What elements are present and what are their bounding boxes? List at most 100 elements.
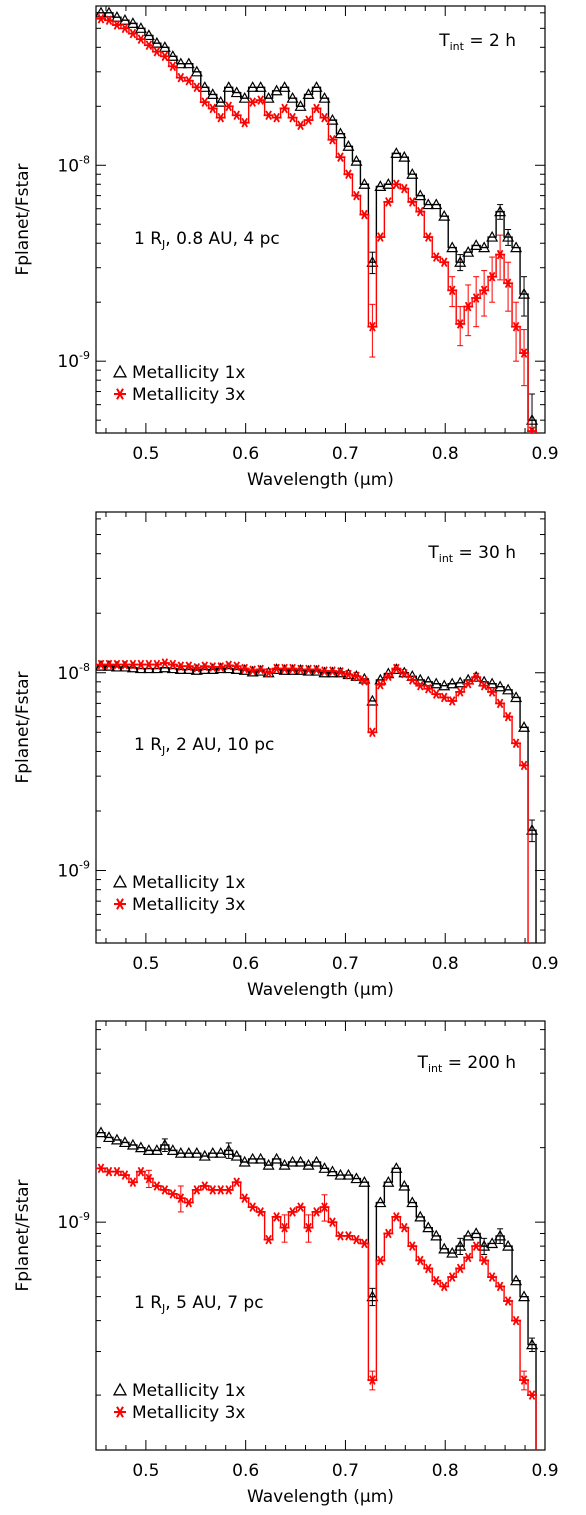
series-metallicity-3x	[96, 658, 530, 943]
data-point	[510, 1274, 523, 1286]
data-point	[183, 1197, 194, 1208]
data-point	[454, 255, 467, 267]
x-tick-label: 0.9	[531, 954, 558, 974]
y-axis-title: Fplanet/Fstar	[13, 1179, 33, 1291]
data-point	[375, 232, 386, 242]
data-point	[462, 245, 475, 257]
data-point	[310, 81, 323, 92]
data-point	[423, 232, 434, 242]
data-point	[191, 82, 202, 93]
data-point	[431, 689, 442, 699]
data-point	[166, 1144, 179, 1155]
data-point	[358, 1175, 371, 1187]
data-point	[367, 727, 378, 738]
data-point	[431, 1275, 442, 1286]
data-point	[302, 664, 315, 676]
data-point	[503, 711, 514, 722]
data-point	[302, 1158, 315, 1170]
data-point	[438, 209, 451, 221]
data-point	[366, 1290, 379, 1302]
data-layer	[96, 6, 539, 433]
data-point	[335, 667, 346, 677]
data-point	[158, 1138, 171, 1150]
data-point	[351, 190, 362, 201]
data-point	[190, 663, 203, 675]
legend-label: Metallicity 3x	[132, 895, 245, 915]
data-point	[382, 1175, 395, 1187]
legend-label: Metallicity 1x	[132, 363, 245, 383]
data-point	[119, 23, 130, 34]
x-tick-label: 0.7	[332, 1461, 359, 1481]
legend-label: Metallicity 3x	[132, 385, 245, 405]
series-metallicity-3x	[96, 1163, 538, 1450]
data-point	[263, 667, 274, 678]
data-point	[246, 1152, 259, 1164]
data-point	[495, 249, 506, 260]
data-point	[111, 20, 122, 30]
integration-time-label: Tint = 200 h	[417, 1053, 516, 1075]
data-point	[223, 101, 234, 112]
plot-frame	[95, 1020, 546, 1451]
data-point	[102, 1131, 115, 1143]
data-point	[191, 1185, 202, 1195]
data-point	[215, 662, 226, 672]
data-point	[439, 1281, 450, 1292]
data-point	[174, 57, 187, 69]
y-tick-label: 10-8	[57, 661, 90, 684]
data-point	[407, 675, 418, 685]
plot-frame	[95, 511, 546, 944]
data-point	[287, 112, 298, 123]
data-point	[399, 1222, 410, 1233]
x-axis-title: Wavelength (μm)	[247, 470, 394, 490]
panel-middle: 0.5 0.6 0.7 0.8 0.9 10-9 10-8 Wavelength (μm) Fp…	[13, 511, 559, 1000]
x-tick-label: 0.8	[432, 1461, 459, 1481]
y-axis-title: Fplanet/Fstar	[13, 671, 33, 783]
data-point	[110, 10, 123, 22]
data-point	[214, 1146, 227, 1158]
data-point	[222, 81, 235, 92]
data-point	[487, 1272, 498, 1282]
data-point	[199, 97, 210, 107]
data-point	[351, 1234, 362, 1245]
data-point	[174, 1146, 187, 1158]
data-point	[214, 662, 227, 674]
data-point	[190, 1146, 203, 1158]
data-point	[254, 664, 267, 676]
data-point	[167, 1189, 178, 1199]
data-point	[166, 50, 179, 61]
data-point	[175, 1193, 186, 1203]
data-point	[414, 1210, 427, 1222]
data-point	[255, 95, 266, 105]
panel-bottom: 0.5 0.6 0.7 0.8 0.9 10-9 Wavelength (μm) Fplane…	[13, 1020, 559, 1507]
data-point	[231, 1177, 242, 1188]
data-point	[311, 103, 322, 114]
data-point	[150, 36, 163, 48]
data-point	[366, 255, 379, 267]
data-point	[351, 671, 362, 682]
data-point	[183, 661, 194, 671]
data-point	[182, 57, 195, 69]
data-point	[455, 1263, 466, 1274]
data-point	[198, 81, 211, 92]
data-point	[446, 1246, 459, 1258]
data-point	[102, 659, 115, 671]
data-point	[454, 676, 467, 688]
plot-frame	[95, 5, 546, 434]
data-point	[295, 1202, 306, 1212]
data-point	[510, 241, 523, 253]
data-point	[278, 663, 291, 675]
data-point	[374, 1196, 387, 1208]
data-point	[479, 285, 490, 296]
data-point	[206, 88, 219, 99]
data-point	[327, 1217, 338, 1227]
data-layer	[96, 658, 539, 943]
series-metallicity-1x	[96, 1126, 539, 1450]
data-point	[470, 239, 483, 250]
data-point	[343, 1231, 354, 1241]
legend-marker-triangle	[112, 874, 128, 888]
data-point	[526, 413, 539, 425]
data-point	[222, 1144, 235, 1155]
data-point	[479, 1255, 490, 1266]
data-point	[471, 293, 482, 303]
